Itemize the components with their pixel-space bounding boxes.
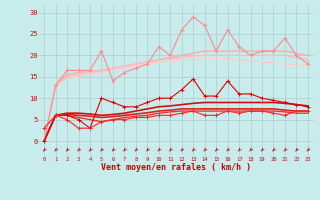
X-axis label: Vent moyen/en rafales ( km/h ): Vent moyen/en rafales ( km/h ) bbox=[101, 163, 251, 172]
